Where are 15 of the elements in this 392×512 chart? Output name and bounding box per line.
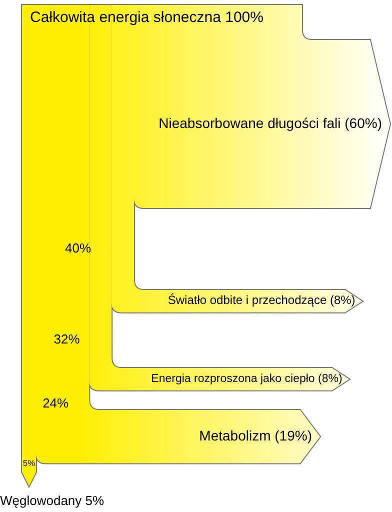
data-label: (8%)	[326, 293, 356, 308]
category-label: Energia rozproszona jako ciepło	[151, 373, 315, 386]
text: 5%	[22, 458, 36, 468]
category-label: Nieabsorbowane długości fali	[158, 114, 341, 131]
data-label: (8%)	[314, 373, 342, 386]
text: 40%	[64, 240, 92, 256]
data-label: (60%)	[340, 114, 382, 131]
text: 24%	[42, 396, 70, 411]
category-label: Metabolizm	[199, 427, 271, 444]
text: 32%	[54, 332, 80, 347]
category-label: Węglowodany	[0, 493, 82, 508]
category-label: Światło odbite i przechodzące	[168, 293, 327, 308]
text: Całkowita energia słoneczna 100%	[30, 9, 264, 26]
data-label: 5%	[82, 493, 105, 508]
data-label: (19%)	[270, 427, 312, 444]
